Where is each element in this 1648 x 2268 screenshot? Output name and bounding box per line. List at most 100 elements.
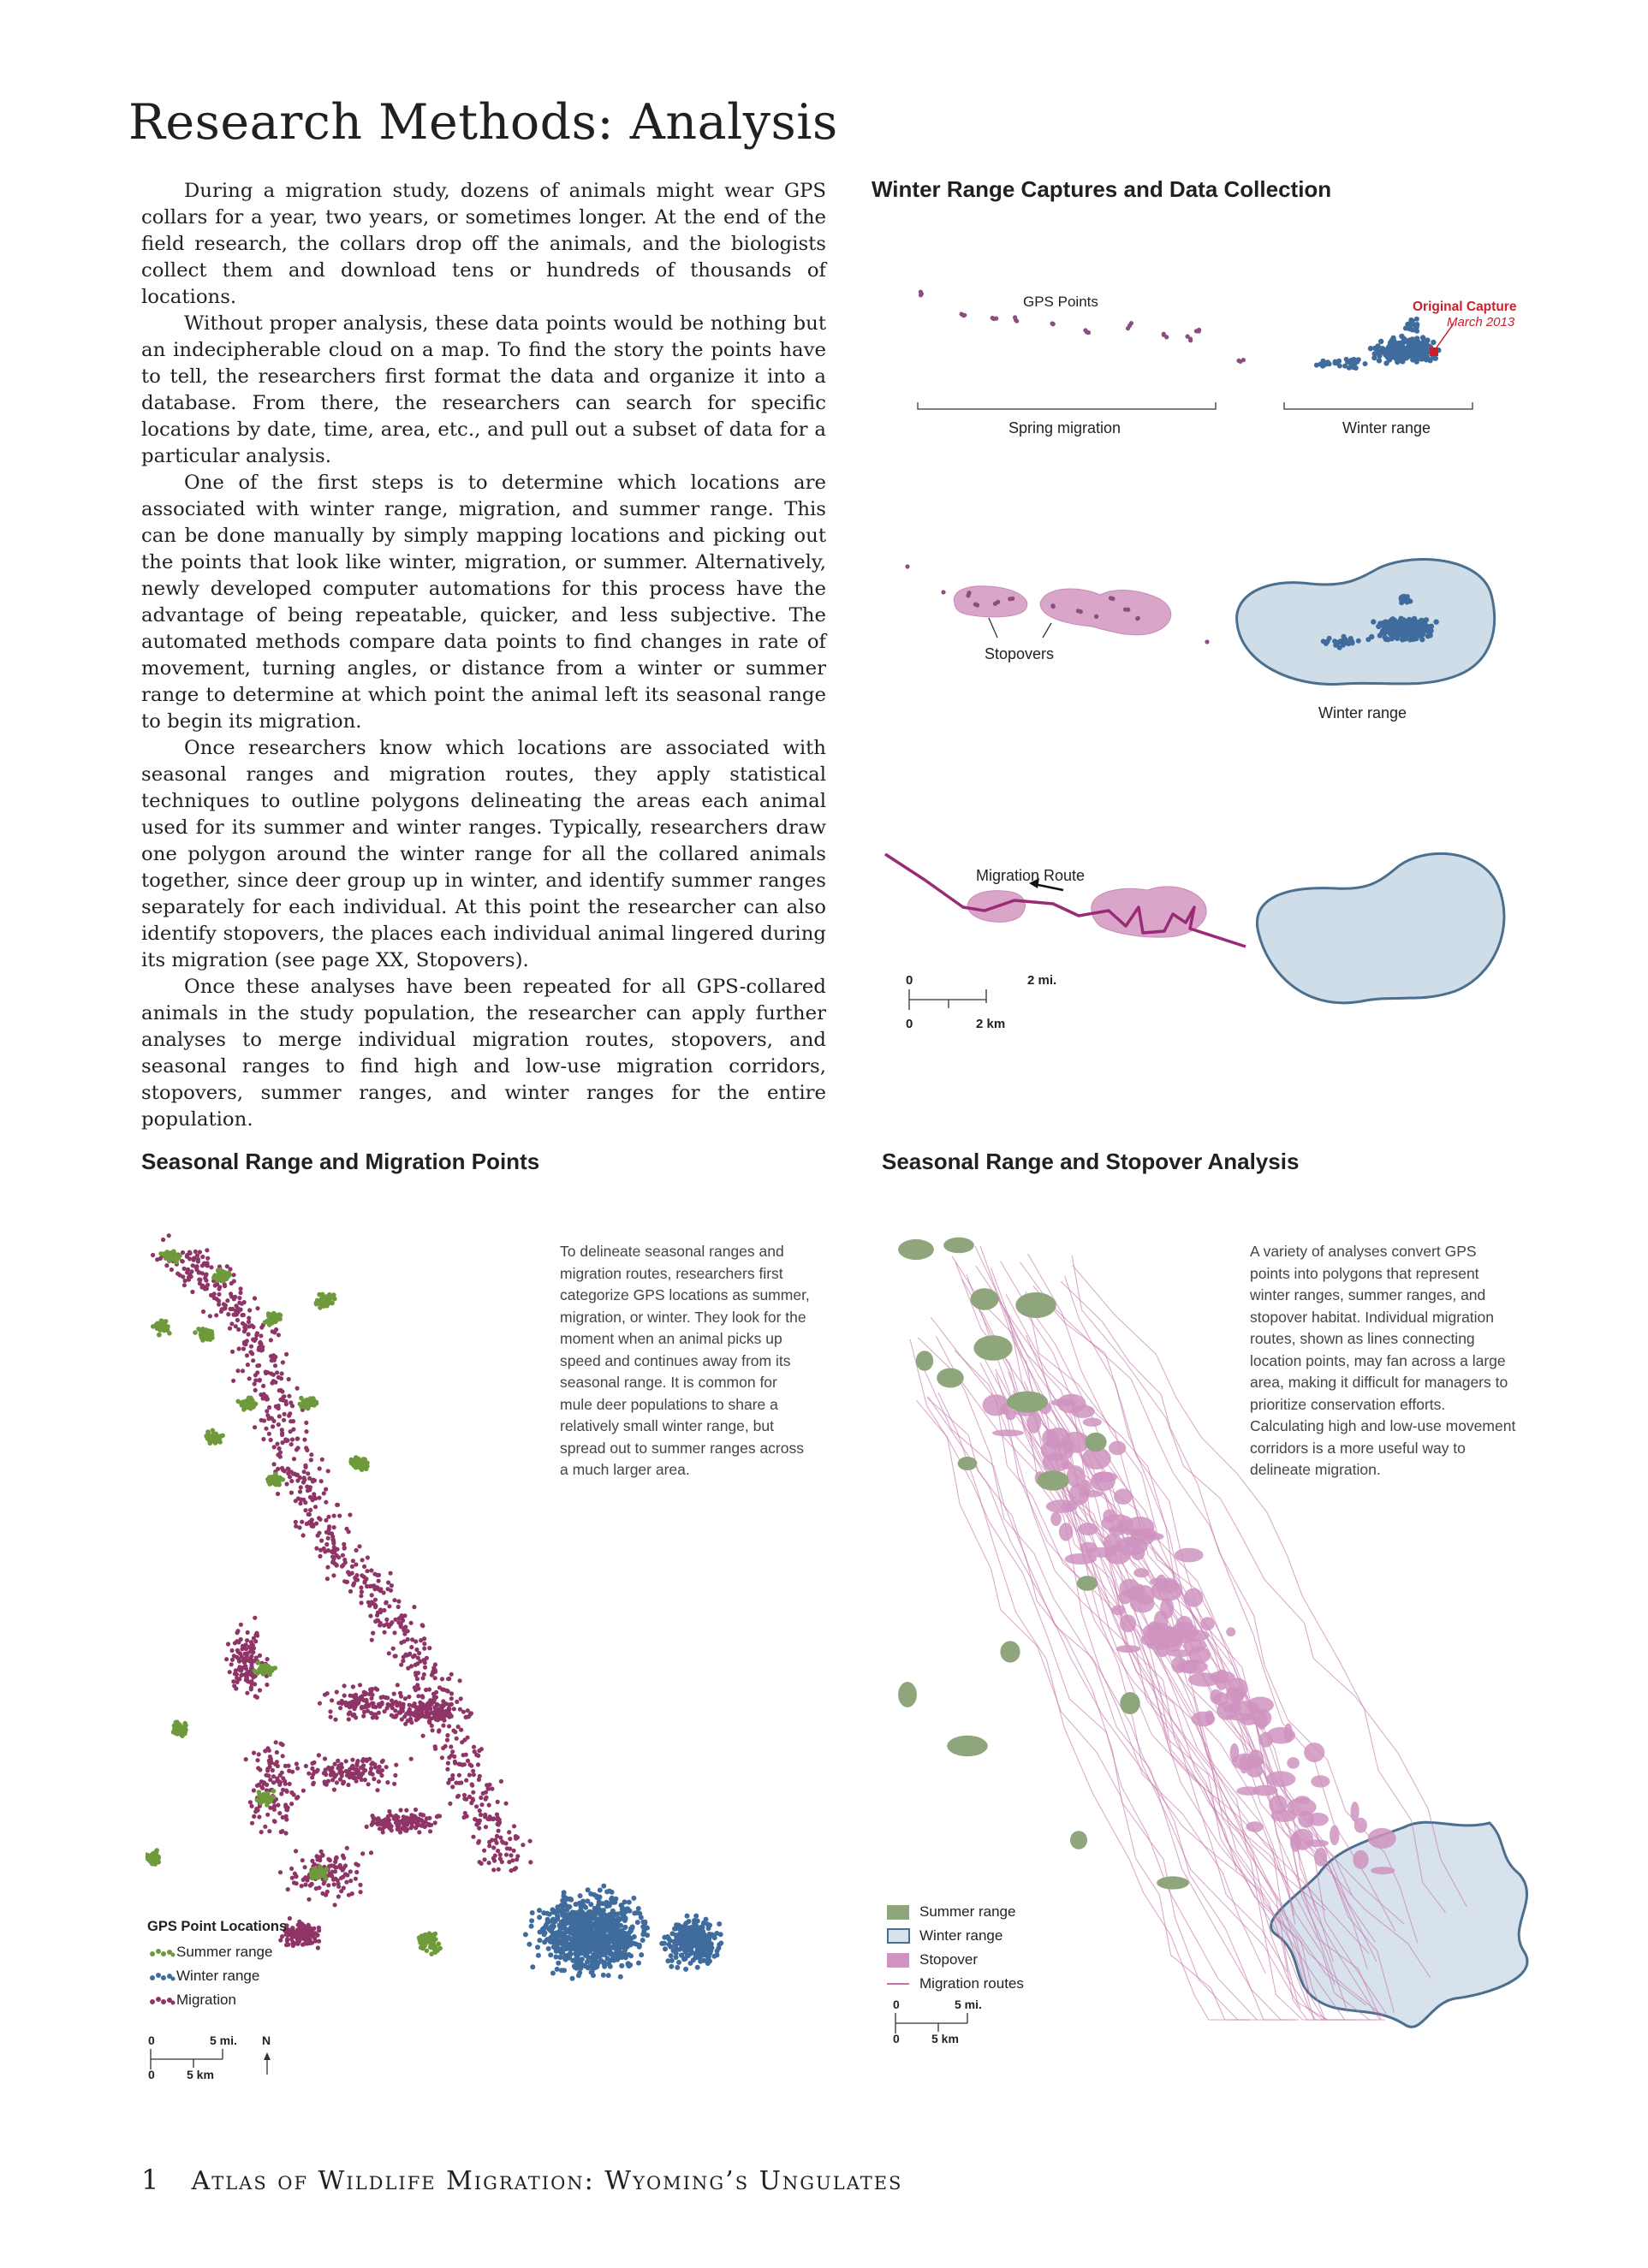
- summer-point: [436, 1941, 442, 1946]
- migration-point: [267, 1754, 273, 1760]
- summer-point: [217, 1271, 222, 1277]
- winter-range-label: Winter range: [1342, 419, 1431, 436]
- migration-point: [366, 1782, 371, 1787]
- migration-point: [317, 1885, 322, 1891]
- summer-point: [271, 1478, 277, 1484]
- migration-point: [242, 1651, 247, 1656]
- migration-point: [311, 1780, 316, 1785]
- migration-point: [428, 1829, 433, 1834]
- migration-point: [392, 1654, 397, 1659]
- migration-point: [306, 1924, 311, 1929]
- migration-point: [311, 1523, 316, 1529]
- migration-point: [515, 1854, 521, 1859]
- migration-point: [354, 1547, 359, 1553]
- gps-point: [1342, 363, 1348, 369]
- migration-point: [278, 1397, 283, 1402]
- stopover-polygons: [982, 1393, 1396, 1875]
- migration-point: [337, 1864, 342, 1869]
- gps-point: [1393, 629, 1400, 635]
- migration-point: [357, 1683, 363, 1688]
- gps-point: [1407, 623, 1414, 630]
- migration-point: [351, 1775, 357, 1780]
- migration-point: [251, 1636, 256, 1641]
- migration-point: [212, 1283, 217, 1288]
- migration-point: [318, 1517, 323, 1522]
- migration-point: [287, 1393, 292, 1398]
- winter-point: [594, 1895, 600, 1901]
- migration-point: [474, 1804, 479, 1809]
- migration-point: [225, 1298, 230, 1303]
- stopover-polygon: [1367, 1827, 1396, 1849]
- migration-point: [344, 1845, 349, 1850]
- migration-point: [362, 1564, 367, 1569]
- migration-point: [318, 1553, 323, 1559]
- stopover-polygon: [1227, 1677, 1248, 1699]
- migration-point: [420, 1676, 425, 1681]
- migration-point: [301, 1469, 306, 1475]
- winter-point: [562, 1901, 568, 1907]
- migration-point: [291, 1457, 297, 1462]
- gps-point: [1326, 361, 1332, 367]
- migration-point: [467, 1712, 473, 1717]
- migration-point: [203, 1275, 208, 1281]
- stopover-polygon: [1005, 1409, 1016, 1421]
- summer-point: [306, 1398, 312, 1403]
- summer-point: [255, 1660, 260, 1665]
- migration-point: [452, 1754, 457, 1759]
- migration-point: [421, 1671, 426, 1677]
- winter-point: [578, 1962, 584, 1968]
- migration-point: [310, 1766, 315, 1771]
- stopover-polygon: [1182, 1659, 1199, 1674]
- gps-point: [1388, 339, 1394, 346]
- gps-point: [1431, 339, 1437, 346]
- winter-point: [579, 1926, 585, 1932]
- migration-point: [342, 1693, 347, 1698]
- migration-point: [261, 1781, 266, 1786]
- winter-point: [673, 1950, 679, 1956]
- migration-point: [303, 1882, 308, 1887]
- migration-point: [294, 1935, 300, 1941]
- migration-point: [402, 1631, 408, 1636]
- winter-point: [609, 1889, 615, 1895]
- summer-point: [245, 1398, 251, 1404]
- stopover-polygon: [1045, 1499, 1078, 1513]
- migration-point: [300, 1519, 305, 1524]
- migration-point: [359, 1696, 364, 1701]
- winter-point: [674, 1938, 680, 1944]
- migration-point: [196, 1270, 201, 1275]
- gps-point: [1425, 353, 1431, 360]
- migration-point: [217, 1286, 222, 1291]
- gps-point: [966, 593, 971, 598]
- migration-point: [395, 1826, 400, 1832]
- gps-point: [1419, 353, 1425, 359]
- migration-point: [289, 1478, 294, 1484]
- gps-point: [1161, 331, 1166, 336]
- summer-point: [432, 1931, 438, 1937]
- migration-point: [365, 1708, 371, 1713]
- migration-point: [382, 1630, 387, 1635]
- gps-point: [1407, 637, 1413, 643]
- migration-point: [219, 1307, 224, 1312]
- migration-route: [1048, 1400, 1347, 2021]
- winter-point: [622, 1938, 628, 1944]
- migration-point: [435, 1707, 440, 1713]
- migration-point: [325, 1535, 330, 1541]
- winter-point: [568, 1928, 574, 1934]
- migration-point: [271, 1356, 277, 1361]
- migration-point: [314, 1546, 319, 1551]
- migration-point: [243, 1757, 248, 1762]
- migration-point: [375, 1687, 380, 1692]
- migration-point: [418, 1713, 423, 1719]
- migration-point: [254, 1630, 259, 1636]
- migration-point: [385, 1780, 390, 1785]
- migration-point: [447, 1754, 452, 1760]
- gps-point: [1094, 614, 1099, 619]
- summer-point: [318, 1301, 324, 1307]
- migration-point: [158, 1256, 163, 1261]
- winter-point: [605, 1973, 611, 1979]
- migration-point: [334, 1689, 339, 1695]
- migration-point: [263, 1824, 268, 1829]
- migration-point: [491, 1867, 497, 1873]
- migration-point: [354, 1577, 359, 1582]
- migration-point: [306, 1511, 311, 1517]
